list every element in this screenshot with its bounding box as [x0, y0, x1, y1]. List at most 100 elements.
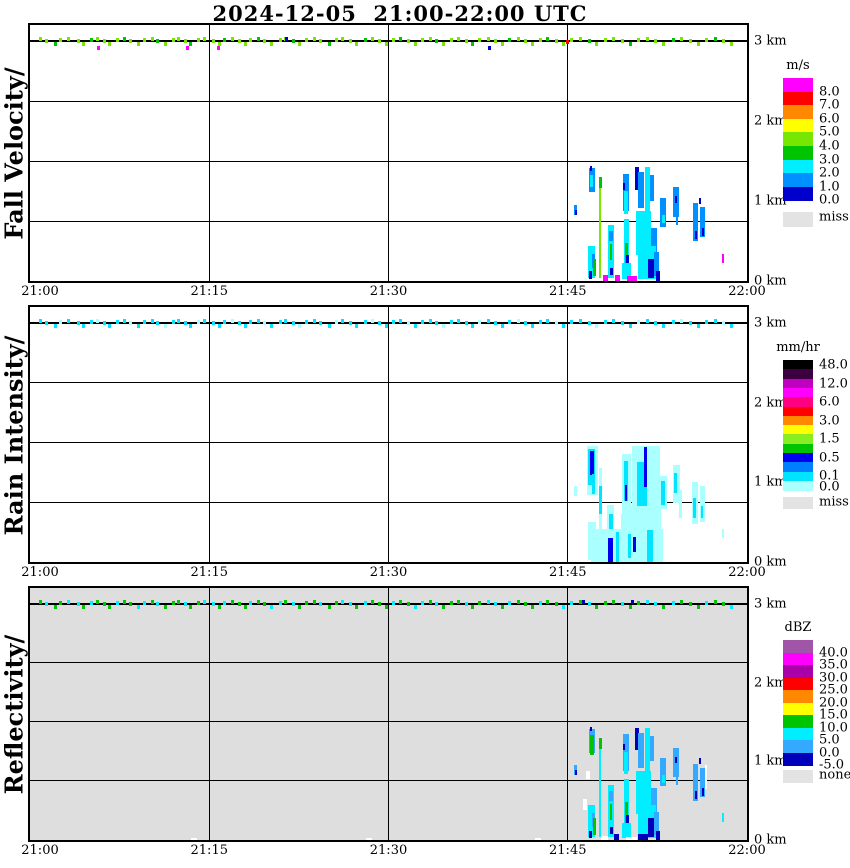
gate-tick	[44, 320, 48, 325]
grid-cell	[650, 788, 657, 812]
gate-tick	[546, 318, 550, 323]
gate-tick	[370, 37, 374, 41]
gate-tick	[722, 39, 726, 43]
gate-tick	[38, 318, 42, 323]
grid-cell	[608, 791, 613, 801]
grid-cell	[608, 231, 613, 241]
gate-tick	[103, 320, 107, 325]
legend-label: 7.0	[819, 97, 840, 113]
grid-cell	[624, 191, 628, 214]
panel-box	[28, 23, 749, 283]
y-axis-label: 1 km	[754, 474, 787, 490]
grid-cell	[614, 833, 620, 840]
gate-tick	[230, 37, 234, 41]
gate-tick	[508, 600, 512, 605]
gate-tick	[429, 318, 433, 323]
gate-tick	[203, 318, 207, 323]
gate-tick	[429, 599, 433, 604]
gate-tick	[95, 599, 99, 604]
gate-tick	[248, 600, 252, 605]
gate-tick	[637, 38, 641, 42]
gate-tick	[705, 38, 709, 42]
gate-tick	[38, 599, 42, 604]
grid-cell	[661, 215, 665, 224]
gridline-vertical	[208, 25, 210, 281]
gate-tick	[81, 323, 85, 328]
gate-tick	[501, 323, 505, 328]
gate-tick	[257, 599, 261, 604]
gate-tick	[493, 39, 497, 43]
panel-title: Rain Intensity/	[0, 335, 29, 535]
grid-cell	[645, 728, 651, 772]
gate-tick	[588, 601, 592, 606]
grid-cell	[638, 732, 645, 769]
grid-cell	[721, 813, 725, 822]
grid-cell	[574, 769, 577, 775]
grid-cell	[574, 209, 577, 215]
grid-cell	[623, 743, 626, 751]
grid-cell	[535, 837, 542, 840]
legend-label: 3.0	[819, 152, 840, 168]
legend-title: m/s	[786, 58, 810, 73]
gate-tick	[603, 319, 607, 324]
gate-tick	[442, 604, 446, 609]
gate-tick	[142, 38, 146, 42]
x-axis-label: 21:45	[549, 843, 587, 858]
grid-cell	[610, 827, 613, 835]
legend-swatch	[783, 397, 813, 407]
grid-cell	[646, 530, 653, 562]
grid-cell	[649, 175, 655, 201]
gate-tick	[392, 600, 396, 605]
gate-tick	[530, 323, 534, 328]
gate-tick	[129, 320, 133, 325]
legend-label: 8.0	[819, 84, 840, 100]
gate-tick	[238, 320, 242, 325]
panel-title: Reflectivity/	[0, 634, 29, 795]
gate-tick	[327, 323, 331, 328]
gate-tick	[248, 38, 252, 42]
gate-tick	[230, 599, 234, 604]
gate-tick	[291, 601, 295, 606]
grid-cell	[655, 271, 660, 281]
gate-tick	[697, 604, 700, 609]
gate-tick	[628, 42, 632, 46]
legend-swatch	[783, 652, 813, 666]
gate-tick	[530, 42, 534, 46]
gate-tick	[493, 320, 497, 325]
gate-tick	[413, 604, 417, 609]
gate-tick	[645, 37, 649, 41]
gridline-vertical	[208, 307, 210, 562]
grid-cell	[721, 528, 725, 539]
gate-tick	[653, 601, 657, 606]
legend-label: 6.0	[819, 111, 840, 127]
gate-tick	[54, 604, 58, 609]
gate-tick	[631, 599, 635, 604]
legend-label: 5.0	[819, 732, 840, 748]
grid-cell	[693, 763, 698, 801]
legend-swatch	[783, 715, 813, 728]
y-axis-label: 1 km	[754, 193, 787, 209]
gate-tick	[662, 604, 666, 609]
legend-miss-swatch	[783, 770, 813, 783]
grid-cell	[593, 258, 596, 277]
gate-tick	[478, 600, 482, 605]
grid-cell	[599, 188, 602, 278]
grid-cell	[675, 212, 679, 225]
gate-tick	[570, 600, 574, 605]
gate-tick	[123, 37, 127, 41]
grid-cell	[649, 736, 655, 762]
gate-tick	[150, 318, 154, 323]
grid-cell	[634, 728, 639, 751]
gridline-vertical	[567, 307, 569, 562]
gate-tick	[54, 323, 58, 328]
gate-tick	[297, 604, 301, 609]
gate-tick	[297, 323, 301, 328]
gate-tick	[595, 323, 599, 328]
gate-tick	[81, 604, 85, 609]
legend-title: mm/hr	[776, 340, 820, 355]
gate-tick	[523, 39, 527, 43]
gate-tick	[688, 320, 692, 325]
y-axis-label: 2 km	[754, 395, 787, 411]
legend-label: 0.5	[819, 450, 840, 466]
gate-tick	[449, 38, 453, 42]
